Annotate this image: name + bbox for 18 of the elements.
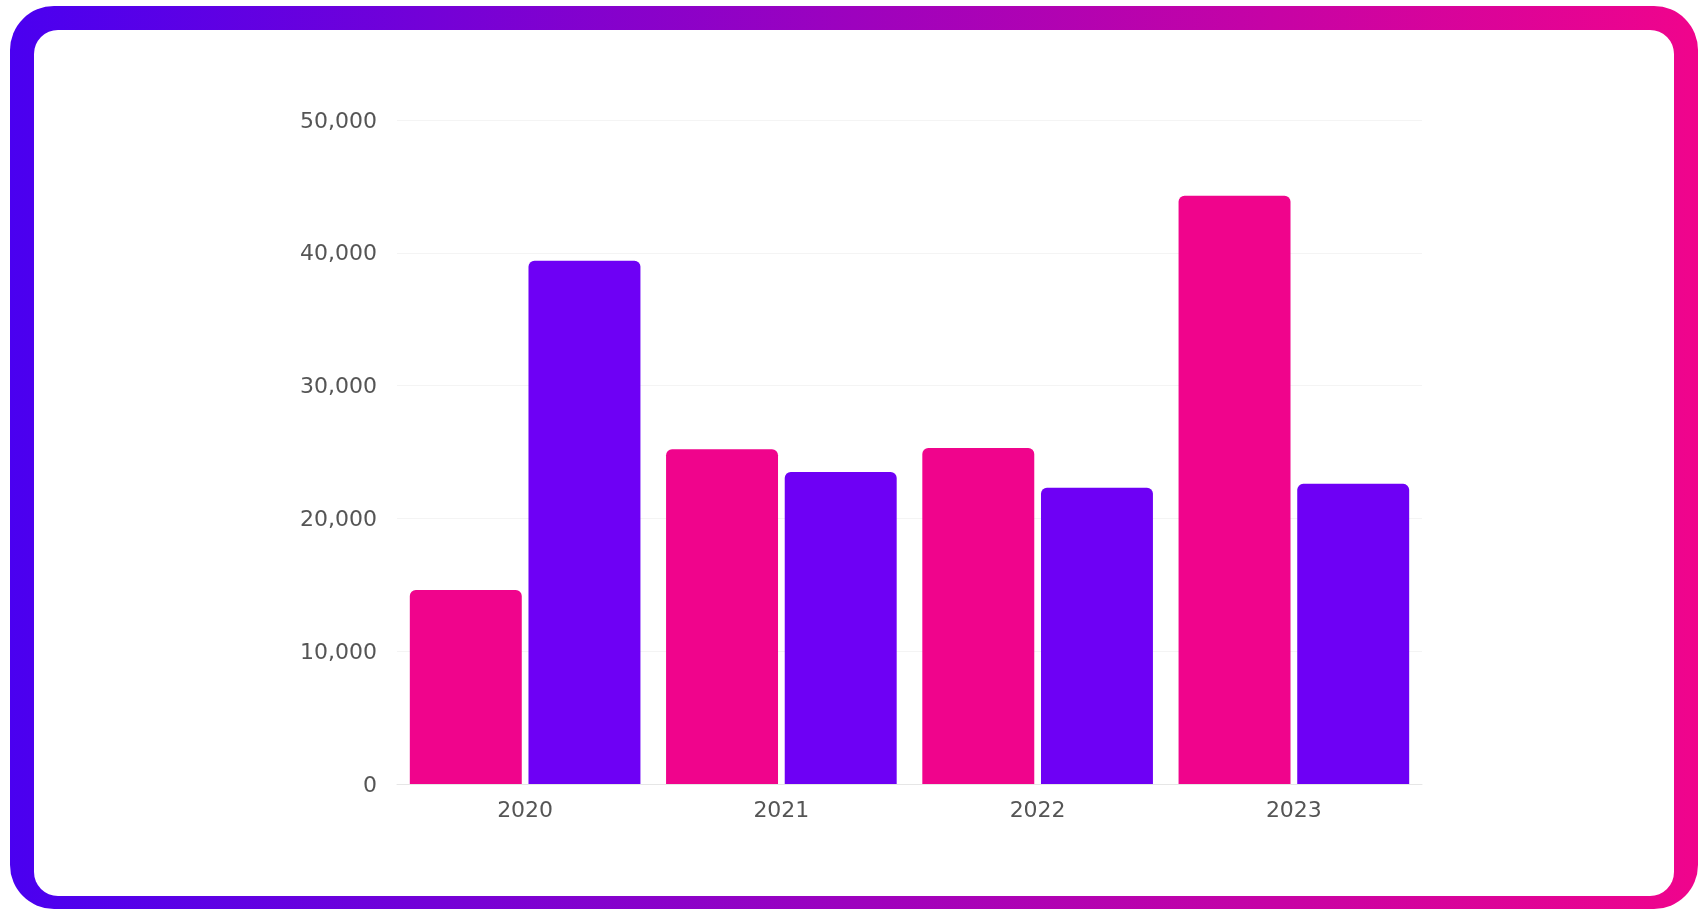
x-tick-label: 2023 (1265, 796, 1322, 822)
x-tick-label: 2020 (497, 796, 554, 822)
bar (922, 448, 1035, 784)
bar (528, 260, 641, 784)
y-tick-label: 0 (363, 771, 377, 797)
x-tick-label: 2021 (753, 796, 810, 822)
y-tick-label: 30,000 (300, 373, 377, 399)
bar (1040, 487, 1153, 784)
y-tick-label: 40,000 (300, 240, 377, 266)
bar (1297, 483, 1410, 784)
x-tick-label: 2022 (1009, 796, 1066, 822)
y-tick-label: 10,000 (300, 638, 377, 664)
bar (784, 471, 897, 784)
y-tick-label: 50,000 (300, 107, 377, 133)
y-tick-label: 20,000 (300, 505, 377, 531)
bar (409, 590, 522, 784)
bar (1178, 195, 1291, 784)
bar (666, 449, 779, 784)
